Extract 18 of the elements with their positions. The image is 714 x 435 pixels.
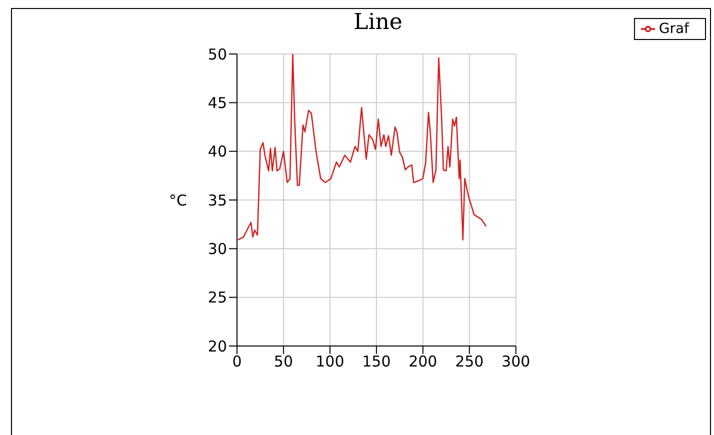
y-tick-label: 50 <box>208 45 227 64</box>
x-tick-label: 250 <box>455 352 484 371</box>
x-tick-label: 50 <box>274 352 294 371</box>
x-tick-label: 0 <box>232 352 242 371</box>
legend-label: Graf <box>658 21 689 37</box>
x-tick-label: 300 <box>502 352 530 371</box>
y-tick-label: 25 <box>208 288 227 307</box>
x-tick-label: 100 <box>316 352 344 371</box>
x-tick-label: 200 <box>408 352 438 371</box>
y-axis-title: °C <box>169 191 187 210</box>
chart-title: Line <box>352 10 404 35</box>
y-tick-label: 45 <box>208 94 227 112</box>
y-tick-label: 20 <box>208 337 227 356</box>
x-tick-label: 150 <box>362 352 391 371</box>
y-tick-label: 35 <box>208 191 227 210</box>
line-series <box>237 54 487 241</box>
y-tick-label: 30 <box>208 240 227 258</box>
y-tick-label: 40 <box>208 142 227 161</box>
